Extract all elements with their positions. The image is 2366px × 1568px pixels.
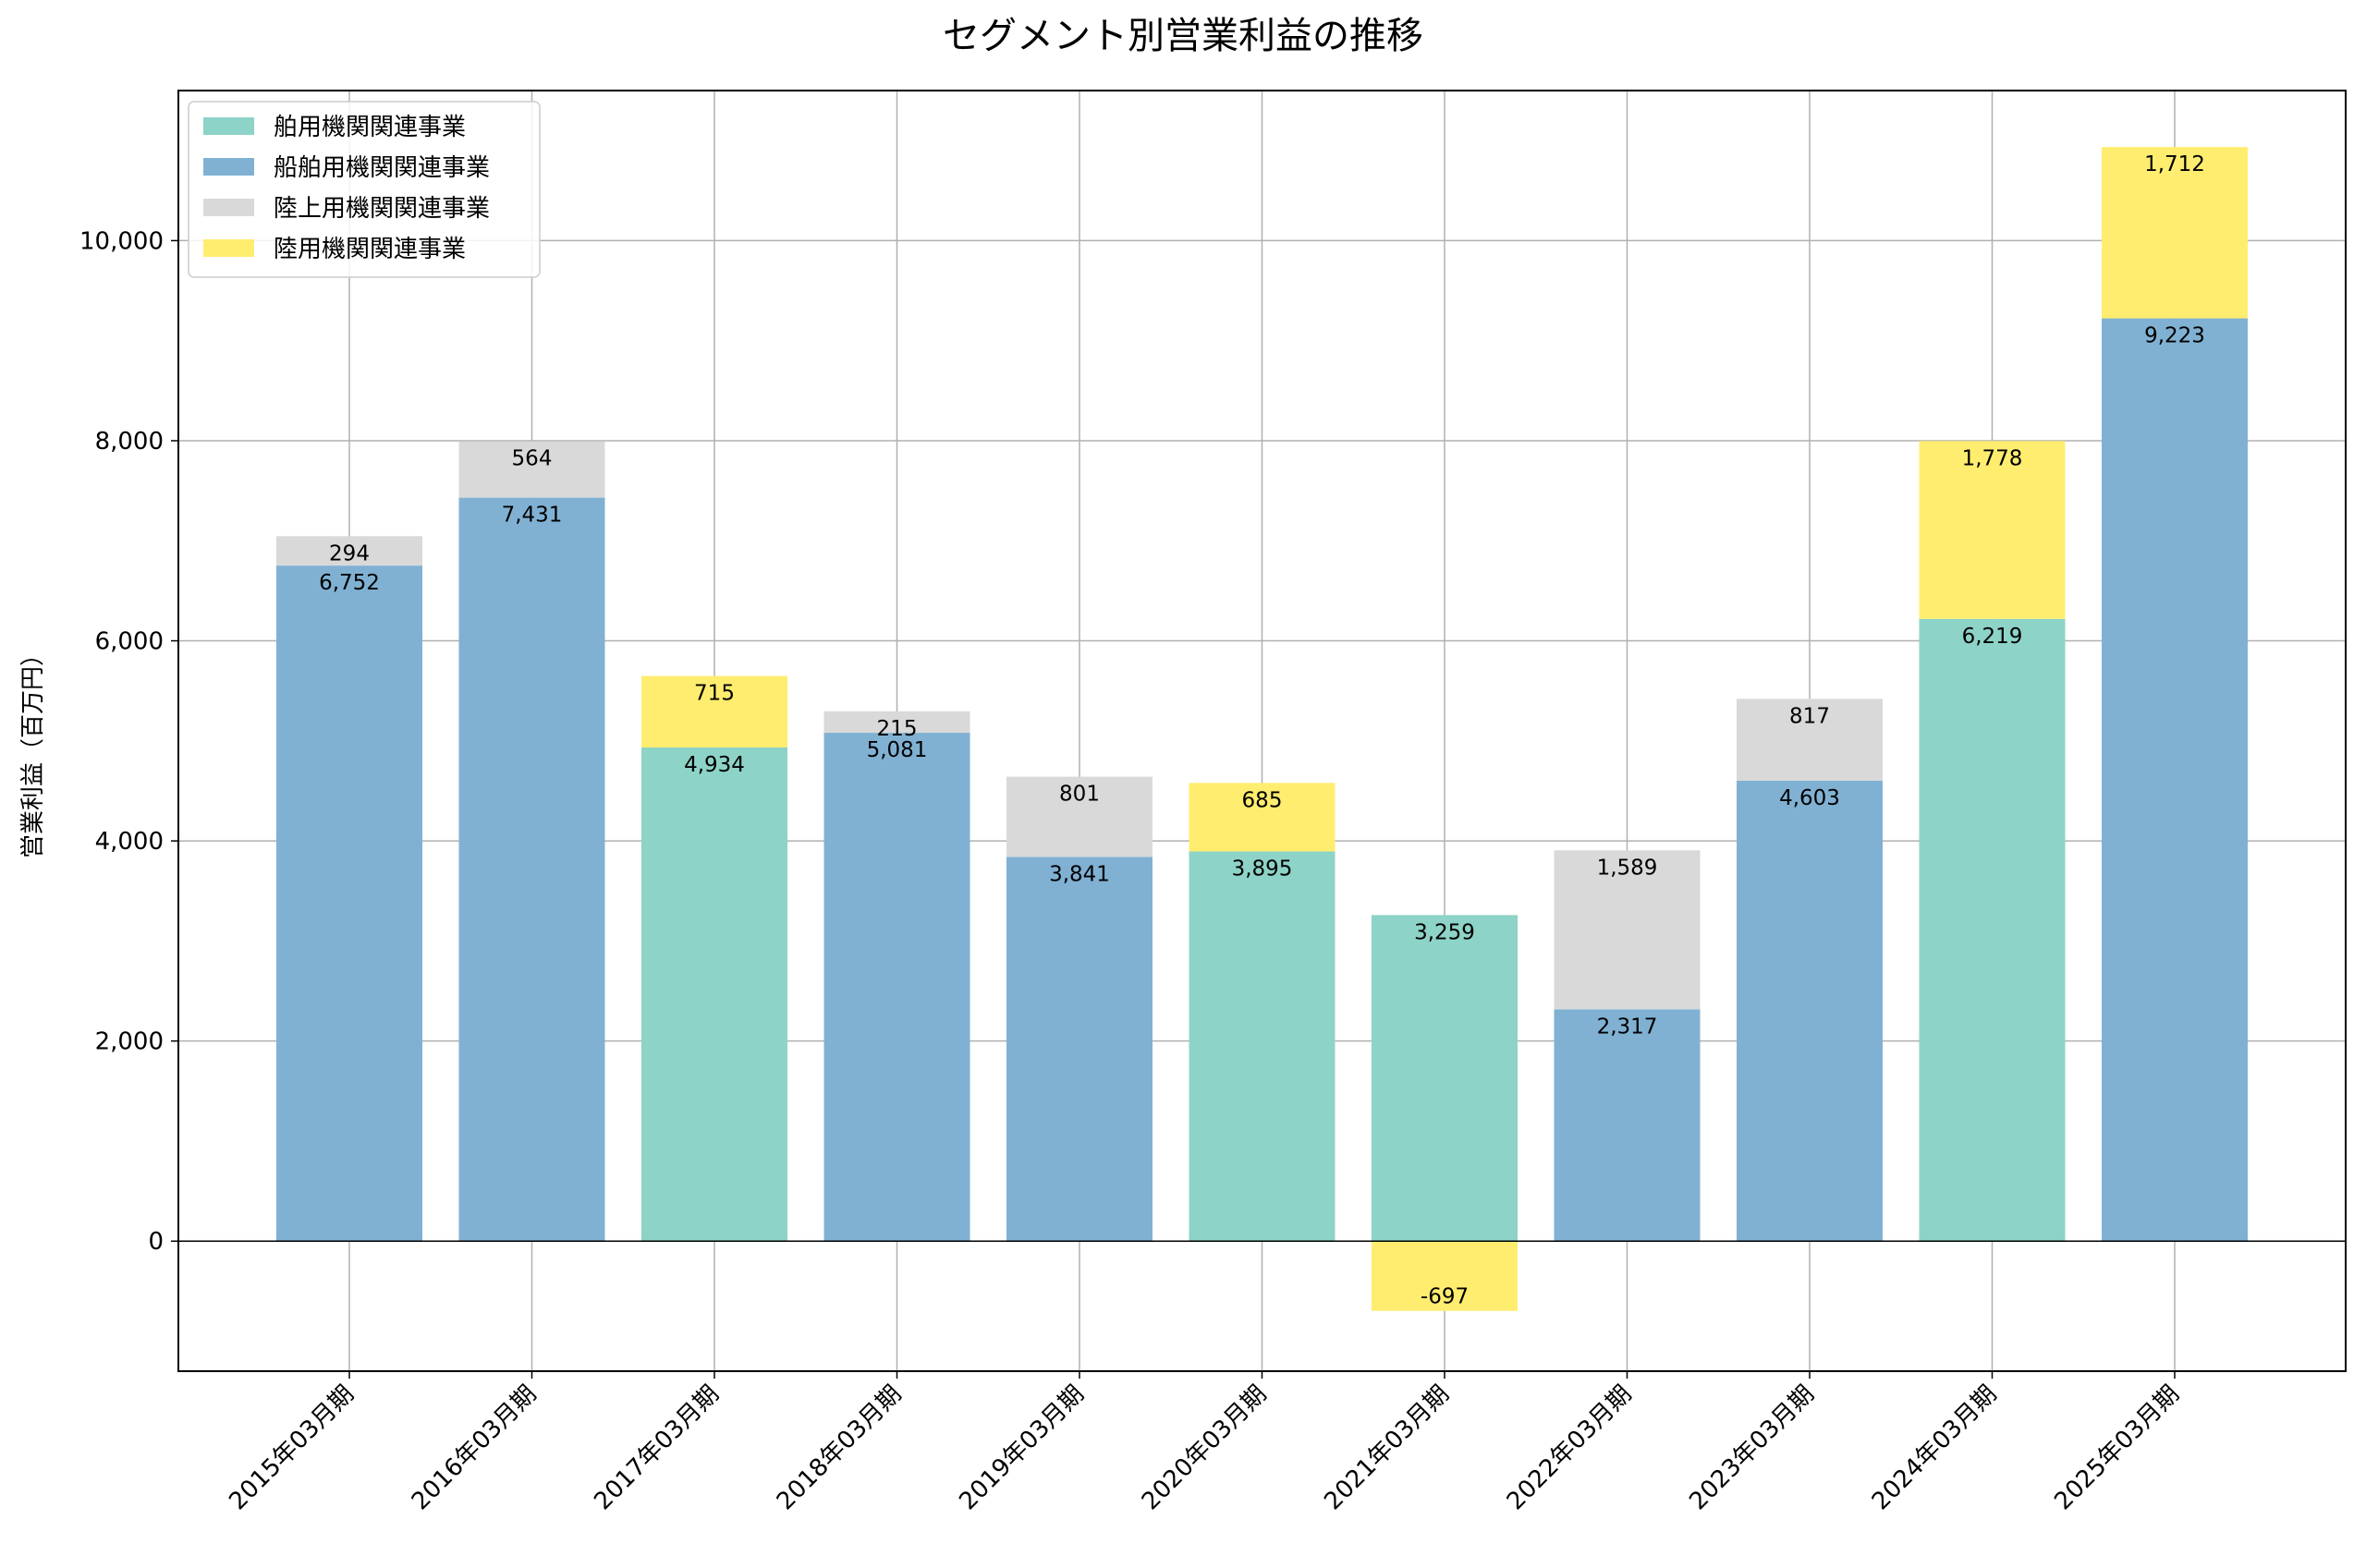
- x-tick-label: 2015年03月期: [224, 1380, 360, 1516]
- x-tick-label: 2025年03月期: [2049, 1380, 2185, 1516]
- data-label: 215: [877, 717, 918, 741]
- y-axis-label: 営業利益（百万円）: [19, 642, 47, 858]
- bar-segment: [2102, 147, 2248, 319]
- data-label: 294: [329, 541, 370, 565]
- bar-segment: [1006, 857, 1153, 1242]
- y-tick-label: 2,000: [95, 1028, 164, 1056]
- bar-segment: [1189, 851, 1335, 1242]
- y-tick-label: 10,000: [79, 227, 164, 255]
- chart-title: セグメント別営業利益の推移: [943, 15, 1423, 57]
- legend-swatch: [203, 199, 254, 216]
- x-tick-label: 2018年03月期: [772, 1380, 908, 1516]
- bar-segment: [1554, 1009, 1701, 1242]
- data-label: 9,223: [2144, 324, 2205, 348]
- bar-segment: [1554, 850, 1701, 1010]
- y-tick-label: 4,000: [95, 828, 164, 856]
- data-label: 715: [694, 682, 735, 706]
- data-label: 1,712: [2144, 152, 2205, 176]
- x-tick-label: 2019年03月期: [954, 1380, 1090, 1516]
- bar-segment: [1737, 780, 1883, 1242]
- data-label: 685: [1242, 788, 1283, 812]
- data-label: 1,778: [1962, 446, 2023, 470]
- legend-label: 陸上用機関関連事業: [274, 195, 490, 223]
- data-label: 564: [512, 447, 553, 471]
- bar-layer: [276, 147, 2248, 1311]
- bar-segment: [1189, 783, 1335, 852]
- bar-segment: [1919, 618, 2066, 1242]
- x-tick-label: 2021年03月期: [1319, 1380, 1455, 1516]
- data-label: 817: [1789, 704, 1830, 728]
- legend-label: 舶用機関関連事業: [274, 114, 466, 141]
- bar-segment: [458, 441, 605, 498]
- data-label: 3,895: [1232, 857, 1293, 881]
- legend-swatch: [203, 158, 254, 176]
- data-label: 5,081: [867, 738, 928, 762]
- data-label: 7,431: [502, 504, 563, 528]
- legend-label: 陸用機関関連事業: [274, 236, 466, 263]
- data-label: 4,603: [1779, 786, 1840, 810]
- y-tick-label: 6,000: [95, 628, 164, 656]
- y-tick-label: 0: [148, 1228, 164, 1256]
- x-tick-label: 2020年03月期: [1137, 1380, 1273, 1516]
- bar-segment: [641, 747, 787, 1242]
- x-tick-label: 2022年03月期: [1502, 1380, 1638, 1516]
- data-label: 6,752: [319, 571, 380, 595]
- y-axis: 0 2,000 4,000 6,000 8,000 10,000: [79, 227, 178, 1256]
- legend-swatch: [203, 239, 254, 257]
- legend-box: [188, 101, 541, 278]
- data-label: -697: [1421, 1285, 1469, 1309]
- bar-segment: [641, 675, 787, 748]
- bar-segment: [276, 565, 422, 1242]
- bar-segment: [1006, 776, 1153, 857]
- bar-segment: [2102, 318, 2248, 1242]
- bar-segment: [1919, 441, 2066, 619]
- x-tick-label: 2017年03月期: [589, 1380, 725, 1516]
- x-tick-label: 2024年03月期: [1867, 1380, 2003, 1516]
- x-tick-label: 2016年03月期: [407, 1380, 543, 1516]
- data-label: 1,589: [1597, 856, 1658, 880]
- data-label: 4,934: [684, 753, 745, 777]
- bar-segment: [276, 536, 422, 566]
- x-axis: 2015年03月期 2016年03月期 2017年03月期 2018年03月期 2019…: [224, 1371, 2185, 1515]
- data-label: 3,259: [1414, 920, 1475, 944]
- legend-swatch: [203, 117, 254, 135]
- bar-segment: [823, 711, 970, 734]
- data-label: 2,317: [1597, 1015, 1658, 1039]
- bar-segment: [823, 733, 970, 1242]
- bar-segment: [1372, 915, 1518, 1242]
- y-tick-label: 8,000: [95, 428, 164, 456]
- bar-segment: [458, 497, 605, 1242]
- bar-segment: [1737, 699, 1883, 781]
- data-label: 801: [1059, 783, 1100, 807]
- bar-segment: [1372, 1241, 1518, 1311]
- data-label: 3,841: [1049, 862, 1110, 886]
- legend-label: 船舶用機関関連事業: [274, 154, 490, 182]
- x-tick-label: 2023年03月期: [1684, 1380, 1820, 1516]
- data-label: 6,219: [1962, 625, 2023, 649]
